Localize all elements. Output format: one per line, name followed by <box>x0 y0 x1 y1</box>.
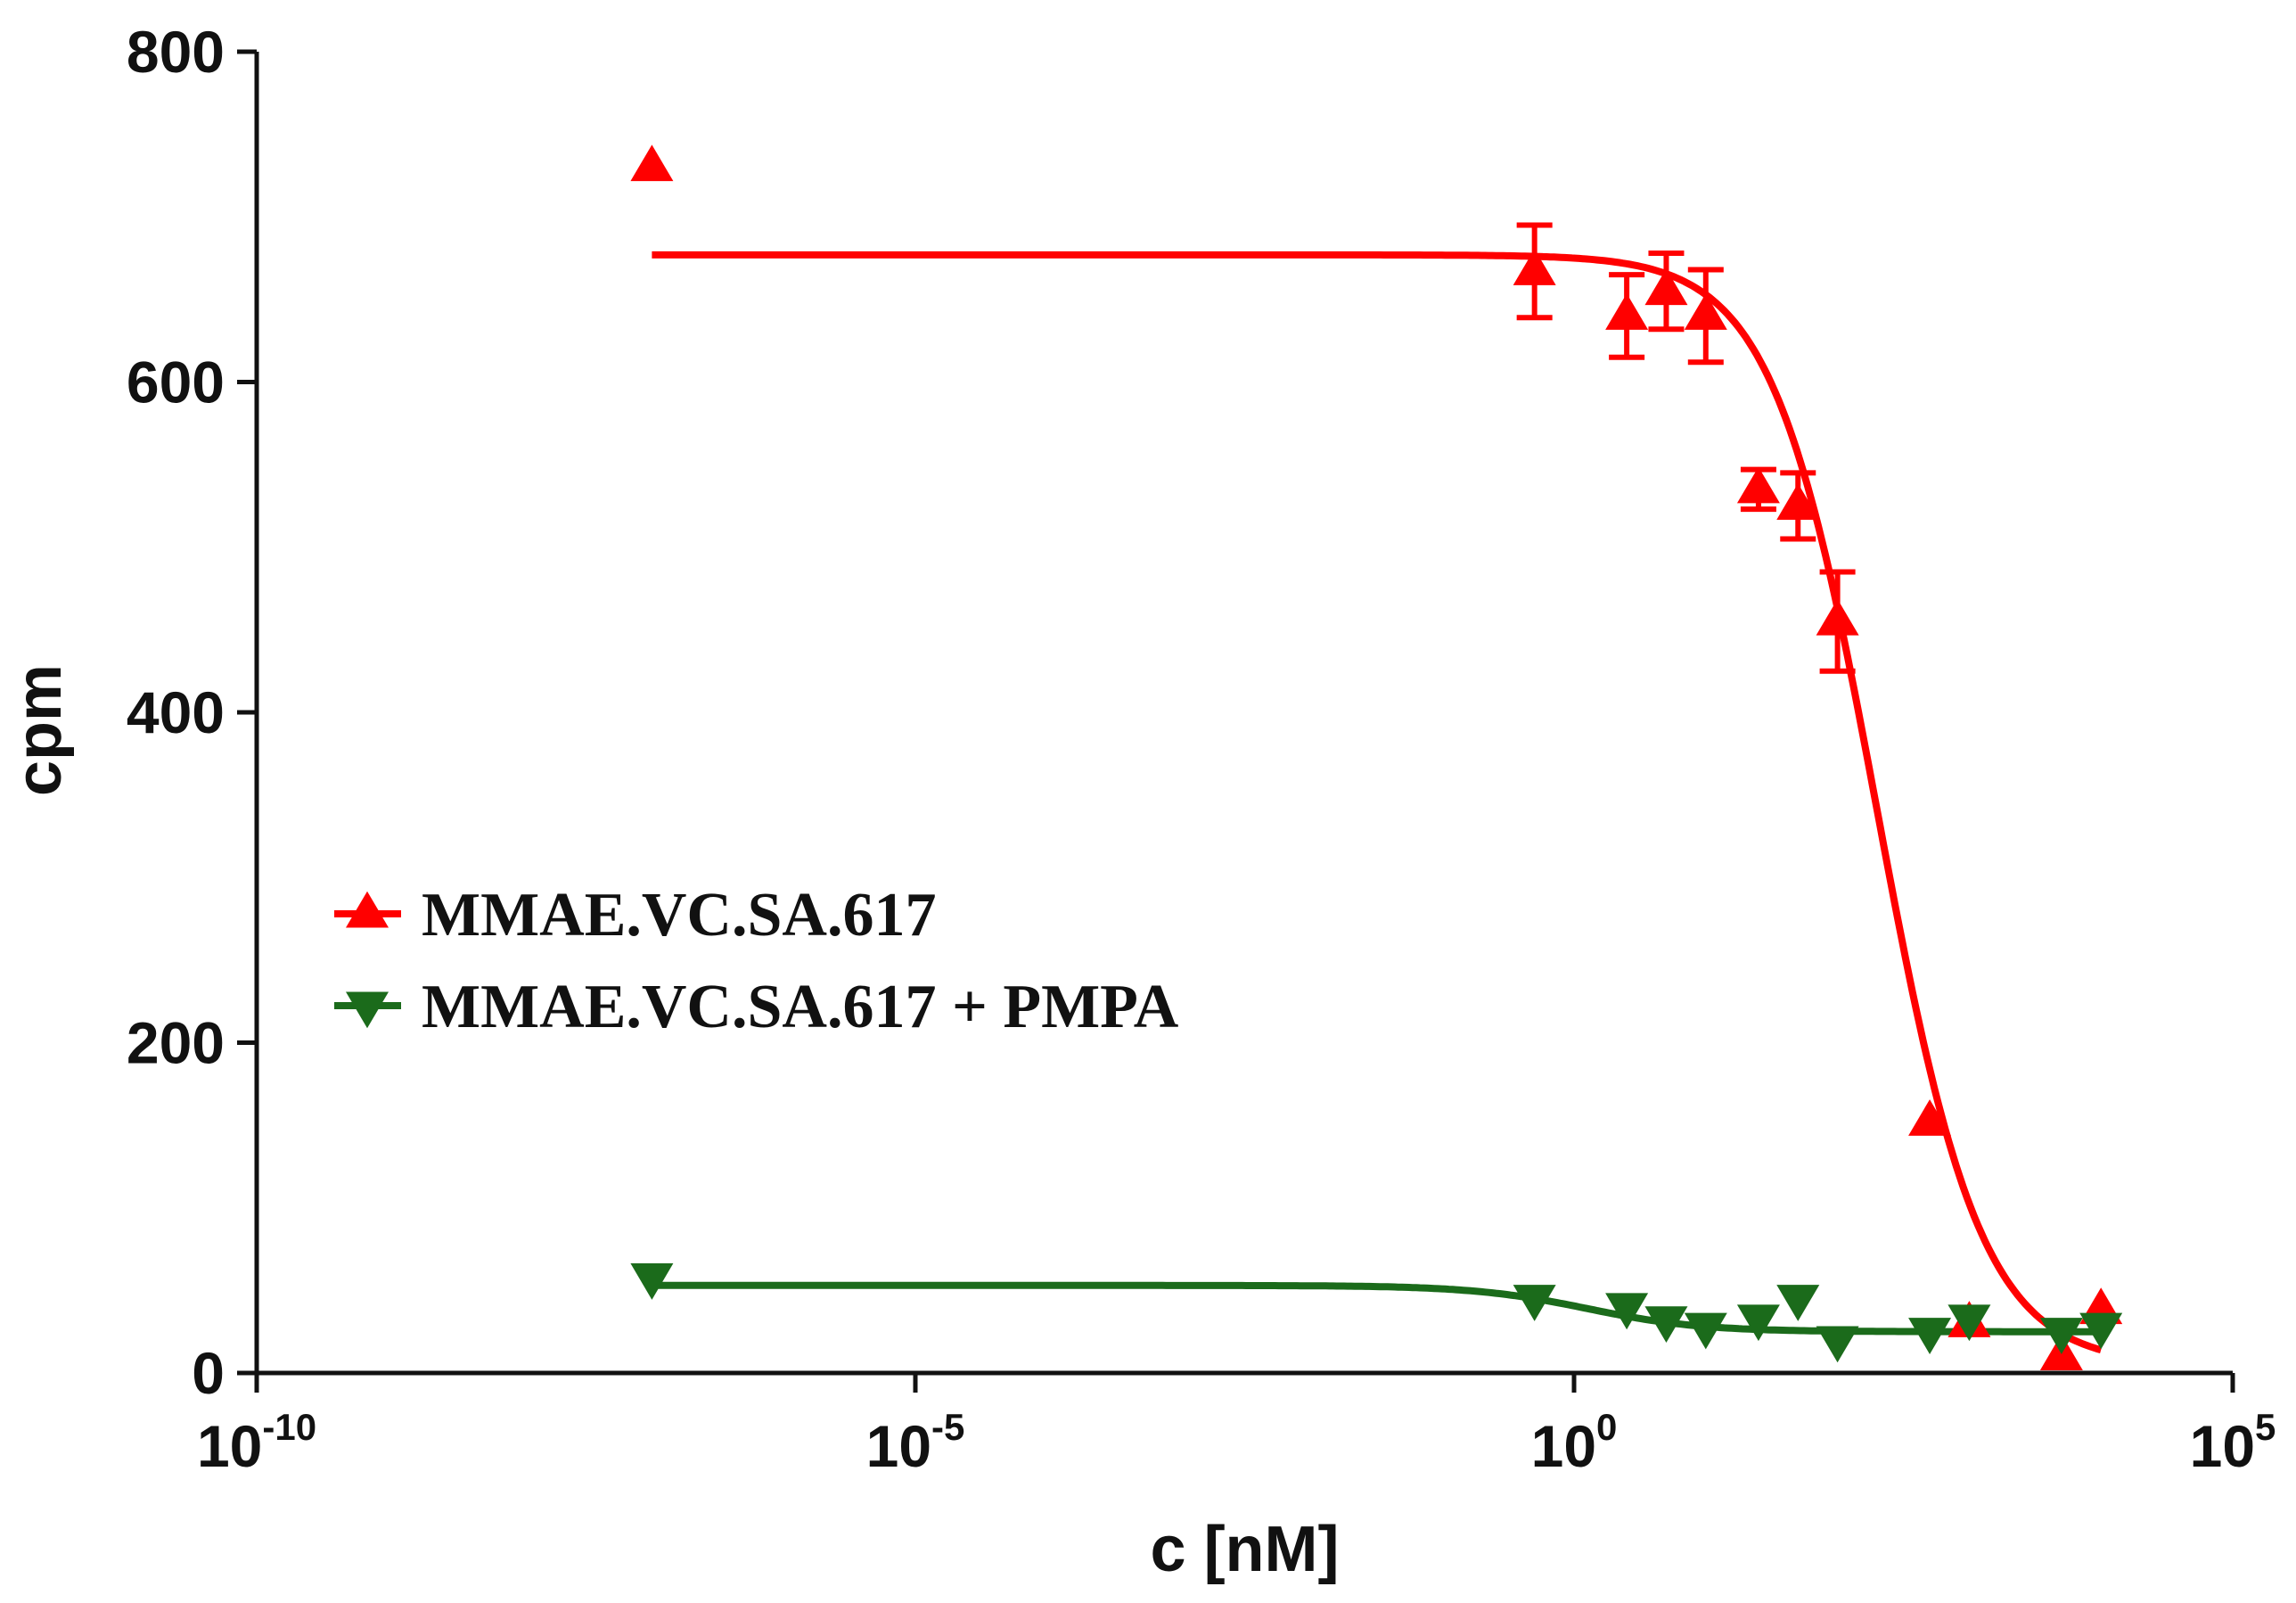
data-point-1 <box>1684 1312 1727 1350</box>
data-point-0 <box>1605 293 1649 330</box>
legend: MMAE.VC.SA.617 MMAE.VC.SA.617 + PMPA <box>334 881 1179 1041</box>
data-point-0 <box>1908 1099 1952 1136</box>
data-point-1 <box>630 1263 674 1300</box>
data-point-1 <box>1776 1285 1820 1321</box>
data-point-1 <box>1736 1304 1780 1342</box>
legend-marker-0 <box>346 891 389 928</box>
data-point-1 <box>1948 1304 1991 1342</box>
data-point-1 <box>1513 1285 1556 1321</box>
x-tick-label: 10-10 <box>197 1406 316 1479</box>
data-point-0 <box>1736 466 1780 504</box>
y-tick-label: 200 <box>127 1010 225 1076</box>
legend-label-1: MMAE.VC.SA.617 + PMPA <box>422 973 1179 1041</box>
data-markers <box>630 144 2123 1370</box>
data-point-0 <box>630 144 674 182</box>
x-tick-label: 10-5 <box>866 1406 965 1479</box>
fit-curve-1 <box>652 1281 2102 1336</box>
y-axis-title: cpm <box>4 664 75 796</box>
fit-curves <box>652 251 2103 1354</box>
y-tick-label: 800 <box>127 19 225 85</box>
data-point-1 <box>2079 1312 2123 1350</box>
fit-curve-0 <box>652 251 2103 1354</box>
data-point-1 <box>1908 1318 1952 1354</box>
legend-label-0: MMAE.VC.SA.617 <box>422 881 936 949</box>
data-point-0 <box>1684 293 1727 330</box>
data-point-1 <box>1605 1293 1649 1330</box>
data-point-0 <box>1644 268 1688 306</box>
data-point-0 <box>1816 598 1859 636</box>
y-tick-label: 0 <box>192 1340 225 1406</box>
y-tick-label: 600 <box>127 349 225 415</box>
data-point-1 <box>1816 1326 1859 1363</box>
axes: 0 200 400 600 800 10-10 10-5 100 105 <box>127 19 2276 1479</box>
data-point-1 <box>1644 1306 1688 1344</box>
data-point-0 <box>1513 249 1556 285</box>
x-tick-label: 105 <box>2190 1406 2276 1479</box>
x-tick-label: 100 <box>1531 1406 1618 1479</box>
data-point-1 <box>2039 1318 2083 1354</box>
legend-marker-1 <box>346 991 389 1029</box>
x-axis-title: c [nM] <box>1151 1514 1340 1585</box>
y-tick-label: 400 <box>127 679 225 745</box>
data-point-0 <box>1776 483 1820 520</box>
